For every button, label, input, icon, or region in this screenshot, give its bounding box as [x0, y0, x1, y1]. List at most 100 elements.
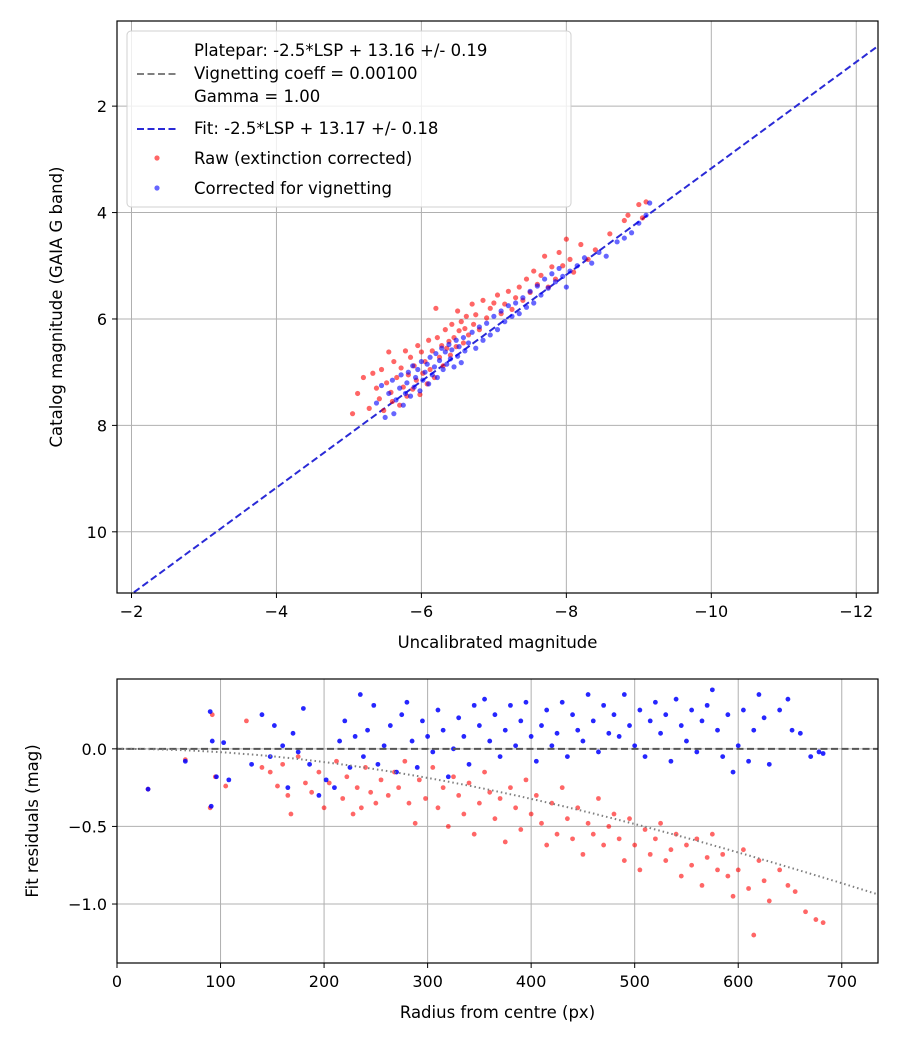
data-point — [494, 292, 501, 298]
top-axes-frame — [116, 20, 879, 594]
data-point — [581, 255, 588, 261]
residual-point — [766, 898, 772, 904]
residual-point — [611, 712, 617, 718]
data-point — [473, 312, 479, 318]
residual-point — [409, 738, 415, 744]
residual-point — [777, 867, 783, 873]
residual-point — [663, 712, 669, 718]
residual-point — [221, 740, 227, 746]
data-point — [531, 300, 537, 306]
residual-point — [559, 699, 565, 705]
residual-point — [440, 785, 446, 791]
data-point — [405, 369, 411, 375]
residual-point — [533, 792, 539, 798]
residual-point — [647, 718, 653, 724]
legend-label: Vignetting coeff = 0.00100 — [194, 64, 418, 83]
x-tick-label: −2 — [120, 602, 144, 621]
data-point — [484, 315, 490, 321]
bottom-series — [145, 687, 826, 938]
data-point — [607, 231, 613, 237]
residual-point — [523, 777, 529, 783]
residual-point — [430, 765, 436, 770]
residual-point — [564, 754, 570, 759]
residual-point — [344, 774, 350, 780]
residual-point — [323, 777, 329, 783]
residual-point — [694, 836, 700, 842]
data-point — [444, 361, 450, 367]
residual-point — [285, 792, 291, 798]
residual-point — [756, 858, 762, 863]
residual-point — [513, 805, 519, 811]
residual-point — [720, 851, 726, 857]
magnitude-scatter-panel: −2 −4 −6 −8 −10 −12 2 4 6 8 10 Uncalibrated magni… — [47, 20, 879, 652]
data-point — [415, 342, 421, 349]
bottom-axes-frame — [116, 678, 879, 964]
data-point — [538, 272, 544, 278]
residual-point — [678, 873, 684, 879]
residual-point — [456, 792, 462, 798]
residual-point — [715, 867, 720, 873]
data-point — [394, 374, 400, 381]
residual-point — [616, 734, 622, 739]
x-tick-label: −8 — [555, 602, 579, 621]
residual-point — [730, 893, 736, 899]
residual-point — [813, 917, 819, 922]
residual-point — [396, 785, 402, 791]
residual-point — [627, 723, 632, 728]
data-point — [456, 344, 462, 350]
legend-label: Platepar: -2.5*LSP + 13.16 +/- 0.19 — [194, 41, 487, 60]
data-point — [434, 374, 440, 381]
residual-point — [668, 847, 674, 853]
data-point — [520, 295, 526, 301]
residual-point — [290, 730, 296, 736]
residual-point — [528, 734, 534, 739]
residual-point — [549, 800, 555, 806]
residual-point — [689, 862, 695, 868]
top-series — [349, 199, 653, 421]
data-point — [470, 321, 477, 327]
residual-point — [361, 754, 366, 759]
data-point — [397, 385, 403, 391]
data-point — [434, 334, 440, 341]
residual-point — [601, 842, 607, 848]
data-point — [513, 295, 519, 301]
residual-point — [363, 765, 368, 770]
data-point — [410, 363, 416, 369]
data-point — [355, 390, 361, 397]
residual-point — [590, 718, 596, 724]
data-point — [429, 348, 435, 354]
residual-point — [632, 743, 638, 749]
data-point — [556, 249, 562, 256]
data-point — [424, 361, 430, 367]
residual-point — [725, 873, 731, 879]
data-point — [433, 350, 439, 357]
residual-point — [559, 785, 565, 791]
data-point — [563, 284, 569, 290]
residual-point — [466, 780, 472, 786]
data-point — [560, 263, 566, 269]
data-point — [436, 357, 443, 364]
data-point — [393, 397, 399, 403]
residual-point — [570, 712, 575, 718]
bottom-reference-lines — [117, 747, 878, 896]
residual-point — [678, 723, 684, 728]
residual-point — [445, 774, 451, 780]
residual-point — [502, 839, 508, 845]
residual-point — [476, 723, 482, 728]
data-point — [455, 353, 461, 359]
legend-label: Fit: -2.5*LSP + 13.17 +/- 0.18 — [194, 119, 438, 138]
residual-point — [606, 824, 612, 829]
residual-point — [316, 769, 322, 775]
residual-point — [271, 723, 277, 728]
data-point — [625, 212, 631, 218]
residual-point — [508, 702, 513, 708]
top-y-ticks: 2 4 6 8 10 — [87, 97, 117, 542]
data-point — [389, 377, 396, 383]
residual-point — [601, 702, 607, 708]
bottom-y-axis-label: Fit residuals (mag) — [23, 744, 42, 897]
residual-point — [746, 758, 751, 764]
residual-point — [761, 715, 767, 721]
data-point — [402, 348, 409, 354]
data-point — [476, 324, 482, 330]
data-point — [614, 239, 620, 245]
